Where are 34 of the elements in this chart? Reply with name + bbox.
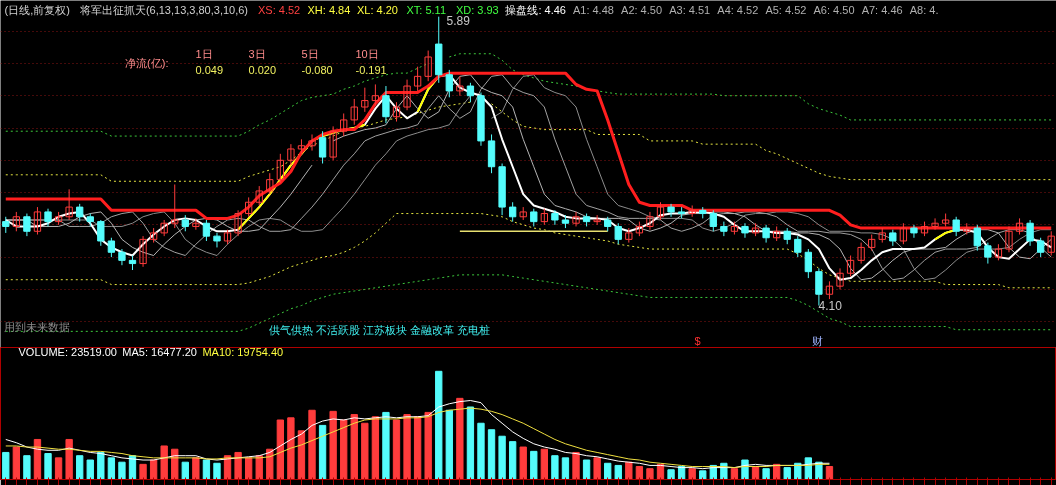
chart-title: (日线,前复权): [4, 3, 70, 16]
annotation: 0.020: [248, 63, 277, 76]
annotation: 操盘线: 4.46: [505, 3, 566, 16]
annotation: A4: 4.52: [717, 3, 759, 16]
annotation: MA10: 19754.40: [202, 345, 284, 358]
annotation: A8: 4.: [909, 3, 939, 16]
annotation: 净流(亿):: [125, 56, 169, 69]
annotation: -0.080: [301, 63, 333, 76]
annotation: -0.191: [355, 63, 387, 76]
annotation: 10日: [355, 47, 379, 60]
annotation: XD: 3.93: [455, 3, 499, 16]
annotation: A3: 4.51: [669, 3, 711, 16]
annotation: A2: 4.50: [621, 3, 663, 16]
annotation: VOLUME: 23519.00: [18, 345, 117, 358]
chart-subtitle: 将军出征抓天(6,13,13,3,80,3,10,6): [78, 3, 249, 16]
annotation: 用到未来数据: [3, 320, 70, 333]
annotation: 财: [812, 334, 823, 347]
annotation: 4.10: [818, 299, 843, 313]
annotation: $: [694, 334, 701, 347]
annotation: 3日: [248, 47, 266, 60]
annotation: XL: 4.20: [356, 3, 398, 16]
annotation: 5.89: [446, 14, 471, 28]
annotation: A7: 4.46: [861, 3, 903, 16]
annotation: 供气供热 不活跃股 江苏板块 金融改革 充电桩: [268, 323, 490, 336]
annotation: A5: 4.52: [765, 3, 807, 16]
annotation: XT: 5.11: [406, 3, 446, 16]
annotation: 1日: [195, 47, 213, 60]
annotation: A1: 4.48: [572, 3, 614, 16]
annotation: 0.049: [195, 63, 224, 76]
annotation: A6: 4.50: [813, 3, 855, 16]
annotation: MA5: 16477.20: [122, 345, 197, 358]
annotation: XH: 4.84: [307, 3, 351, 16]
annotation: 5日: [301, 47, 319, 60]
annotation: XS: 4.52: [258, 3, 301, 16]
